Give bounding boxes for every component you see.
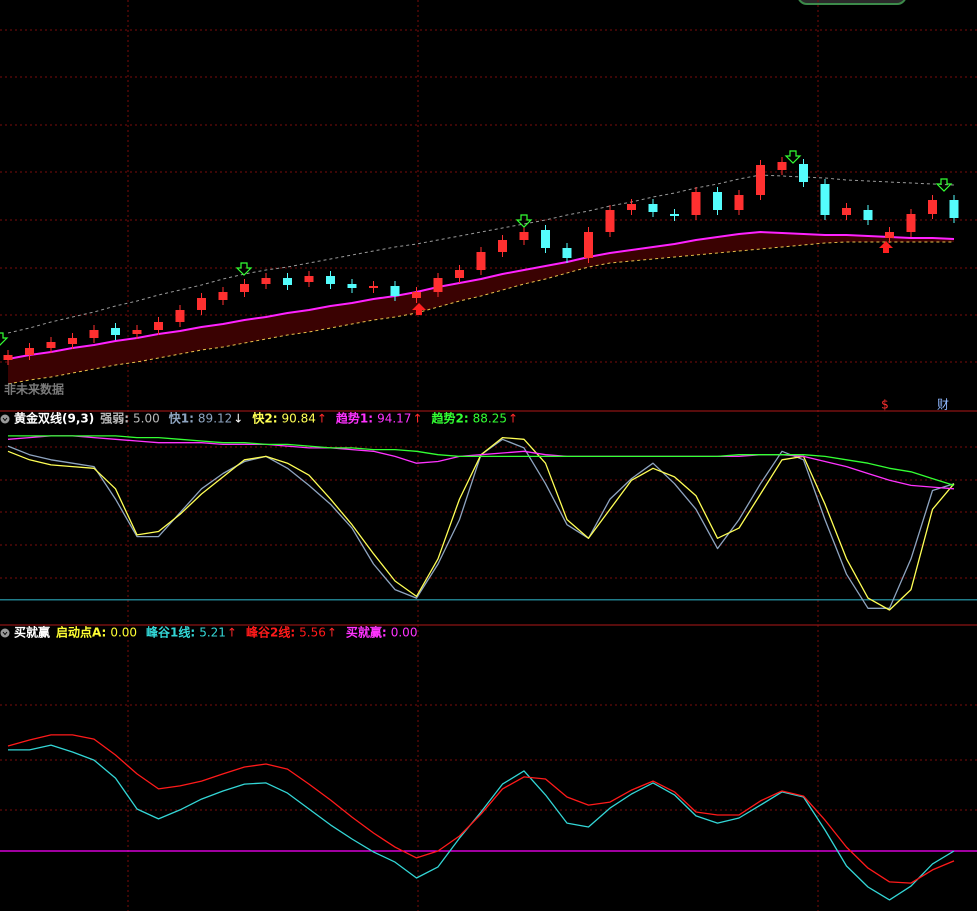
candle-body	[240, 284, 249, 292]
legend-text: 强弱:	[100, 411, 129, 426]
series-line	[7, 436, 955, 611]
candle-body	[799, 164, 808, 182]
legend-text: 0.00	[110, 626, 137, 640]
candle-body	[928, 200, 937, 214]
candle-body	[175, 310, 185, 322]
event-marker[interactable]: $	[881, 398, 889, 412]
candle-body	[369, 286, 378, 288]
candle-body	[691, 192, 701, 215]
candle-body	[842, 208, 851, 215]
candle-body	[433, 278, 443, 292]
collapse-icon[interactable]	[0, 628, 10, 638]
candle-body	[498, 240, 507, 252]
candle-body	[949, 200, 959, 218]
candle-body	[390, 286, 400, 296]
legend-text: 启动点A:	[56, 625, 106, 640]
sell-signal	[784, 150, 802, 164]
candle-body	[347, 284, 357, 288]
series-line	[8, 744, 955, 901]
candle-body	[283, 278, 292, 285]
candle-body	[25, 348, 34, 355]
candle-body	[670, 214, 679, 216]
buy-signal	[412, 303, 426, 315]
legend-text: ↓	[233, 412, 243, 426]
signal-icons	[0, 150, 953, 346]
legend-text: 峰谷2线:	[246, 625, 295, 640]
legend-text: ↑	[227, 626, 237, 640]
candle-body	[197, 298, 206, 310]
candle-body	[734, 195, 744, 210]
plot-area	[0, 157, 977, 901]
candle-body	[605, 210, 615, 232]
legend-text: 快2:	[252, 411, 277, 426]
legend-text: 趋势2:	[432, 411, 469, 426]
watermark: 非未来数据	[4, 382, 64, 397]
collapse-icon[interactable]	[0, 414, 10, 424]
candle-body	[304, 276, 314, 282]
sell-signal	[515, 214, 533, 228]
candle-body	[46, 342, 56, 348]
series-line	[7, 435, 955, 490]
series-line	[7, 174, 955, 334]
candle-body	[132, 330, 142, 334]
legend-text: 峰谷1线:	[146, 625, 195, 640]
legend-text: 趋势1:	[336, 411, 373, 426]
candle-body	[584, 232, 593, 258]
legend-text: 5.56	[299, 626, 326, 640]
legend-text: 黄金双线(9,3)	[14, 411, 94, 426]
legend-text: 买就赢:	[346, 625, 387, 640]
legend-text: 5.21	[199, 626, 226, 640]
series-line	[7, 231, 955, 360]
candle-body	[863, 210, 873, 220]
legend-text: ↑	[317, 412, 327, 426]
candle-body	[541, 230, 550, 248]
legend-text: 0.00	[391, 626, 418, 640]
legend-text: ↑	[327, 626, 337, 640]
candle-body	[777, 162, 787, 170]
legend-text: 买就赢	[14, 625, 50, 640]
sell-signal	[235, 262, 253, 276]
legend-text: ↑	[412, 412, 422, 426]
sell-signal	[935, 178, 953, 192]
candle-body	[154, 322, 163, 330]
candle-body	[713, 192, 722, 210]
legend-text: 快1:	[169, 411, 194, 426]
sell-signal	[0, 332, 9, 346]
buy-signal	[879, 241, 893, 253]
series-line	[7, 438, 955, 609]
candle-body	[885, 232, 894, 238]
series-line	[8, 435, 955, 487]
legend-text: 94.17	[377, 412, 411, 426]
candle-body	[218, 292, 228, 300]
candle-body	[820, 184, 830, 215]
event-marker[interactable]: 财	[937, 398, 949, 412]
series-line	[7, 734, 955, 884]
legend-text: 90.84	[282, 412, 316, 426]
candle-body	[89, 330, 99, 338]
candle-body	[326, 276, 335, 284]
candle-body	[476, 252, 486, 270]
candle-body	[111, 328, 120, 335]
legend-text: 88.25	[473, 412, 507, 426]
candle-body	[519, 232, 529, 240]
legend-text: ↑	[508, 412, 518, 426]
legend-text: 89.12	[198, 412, 232, 426]
candle-body	[756, 165, 765, 195]
toolbar-button[interactable]	[798, 0, 906, 5]
candle-body	[562, 248, 572, 258]
series-line	[7, 241, 954, 385]
panel-headers: 黄金双线(9,3) 强弱: 5.00 快1: 89.12 ↓ 快2: 90.84 ↑ 趋势1: 94…	[14, 411, 518, 640]
candle-body	[455, 270, 464, 278]
candle-body	[906, 214, 916, 232]
candle-body	[648, 204, 658, 212]
candle-body	[261, 278, 271, 284]
candle-body	[412, 292, 421, 298]
candle-body	[68, 338, 77, 344]
legend-text: 5.00	[133, 412, 160, 426]
candle-body	[627, 204, 636, 210]
candle-body	[3, 355, 13, 360]
